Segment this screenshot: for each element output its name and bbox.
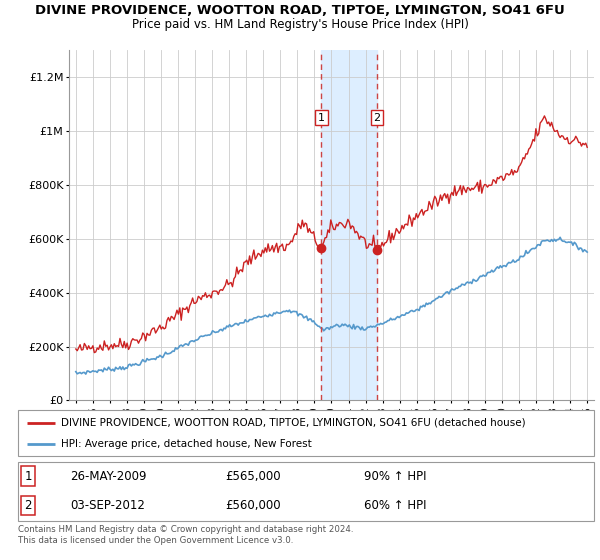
Text: 90% ↑ HPI: 90% ↑ HPI xyxy=(364,470,426,483)
Text: £560,000: £560,000 xyxy=(226,499,281,512)
Text: 60% ↑ HPI: 60% ↑ HPI xyxy=(364,499,426,512)
Bar xyxy=(321,50,377,400)
Text: DIVINE PROVIDENCE, WOOTTON ROAD, TIPTOE, LYMINGTON, SO41 6FU (detached house): DIVINE PROVIDENCE, WOOTTON ROAD, TIPTOE,… xyxy=(61,418,526,428)
Text: 1: 1 xyxy=(25,470,32,483)
Text: Price paid vs. HM Land Registry's House Price Index (HPI): Price paid vs. HM Land Registry's House … xyxy=(131,18,469,31)
Text: 03-SEP-2012: 03-SEP-2012 xyxy=(70,499,145,512)
Text: £565,000: £565,000 xyxy=(226,470,281,483)
Text: 2: 2 xyxy=(25,499,32,512)
Text: 1: 1 xyxy=(318,113,325,123)
Text: DIVINE PROVIDENCE, WOOTTON ROAD, TIPTOE, LYMINGTON, SO41 6FU: DIVINE PROVIDENCE, WOOTTON ROAD, TIPTOE,… xyxy=(35,4,565,17)
Text: 26-MAY-2009: 26-MAY-2009 xyxy=(70,470,146,483)
Text: HPI: Average price, detached house, New Forest: HPI: Average price, detached house, New … xyxy=(61,439,312,449)
Text: 2: 2 xyxy=(373,113,380,123)
Text: Contains HM Land Registry data © Crown copyright and database right 2024.
This d: Contains HM Land Registry data © Crown c… xyxy=(18,525,353,545)
